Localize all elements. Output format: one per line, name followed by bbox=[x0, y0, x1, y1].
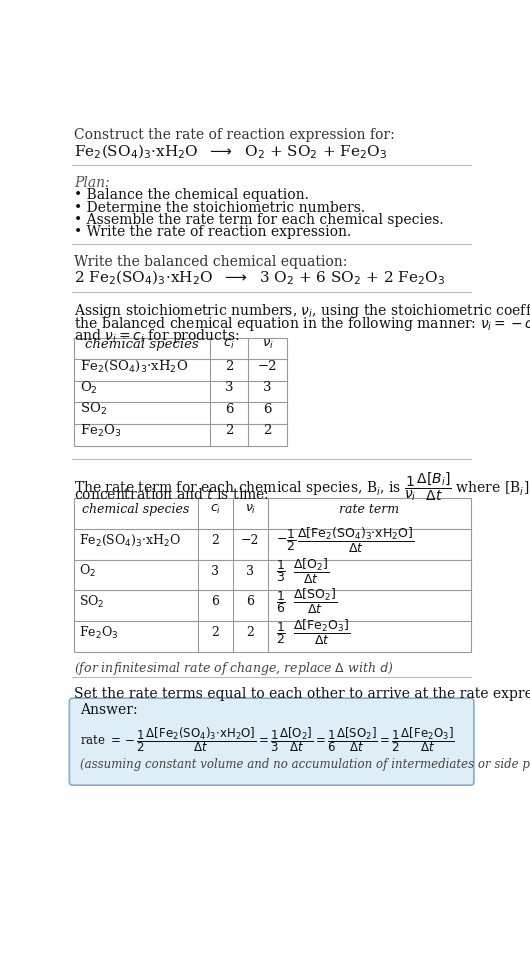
Text: −2: −2 bbox=[258, 360, 278, 372]
Text: chemical species: chemical species bbox=[82, 503, 190, 516]
Text: 2: 2 bbox=[263, 424, 272, 437]
Text: • Balance the chemical equation.: • Balance the chemical equation. bbox=[74, 188, 309, 203]
FancyBboxPatch shape bbox=[69, 698, 474, 785]
Text: 6: 6 bbox=[225, 403, 233, 416]
Text: 6: 6 bbox=[263, 403, 272, 416]
Text: Fe$_2$(SO$_4$)$_3$·xH$_2$O: Fe$_2$(SO$_4$)$_3$·xH$_2$O bbox=[78, 533, 181, 548]
Bar bbox=[74, 498, 471, 652]
Text: $\nu_i$: $\nu_i$ bbox=[262, 338, 273, 351]
Text: SO$_2$: SO$_2$ bbox=[78, 594, 104, 610]
Text: rate term: rate term bbox=[339, 503, 399, 516]
Text: The rate term for each chemical species, B$_i$, is $\dfrac{1}{\nu_i}\dfrac{\Delt: The rate term for each chemical species,… bbox=[74, 470, 530, 503]
Text: and $\nu_i = c_i$ for products:: and $\nu_i = c_i$ for products: bbox=[74, 327, 240, 345]
Text: • Assemble the rate term for each chemical species.: • Assemble the rate term for each chemic… bbox=[74, 213, 444, 227]
Text: Set the rate terms equal to each other to arrive at the rate expression:: Set the rate terms equal to each other t… bbox=[74, 687, 530, 702]
Text: concentration and $t$ is time:: concentration and $t$ is time: bbox=[74, 487, 269, 502]
Bar bbox=[74, 338, 287, 446]
Text: $\dfrac{1}{3}$: $\dfrac{1}{3}$ bbox=[276, 559, 286, 584]
Text: 3: 3 bbox=[246, 564, 254, 577]
Text: Fe$_2$O$_3$: Fe$_2$O$_3$ bbox=[80, 423, 122, 439]
Text: 3: 3 bbox=[263, 381, 272, 394]
Text: • Write the rate of reaction expression.: • Write the rate of reaction expression. bbox=[74, 225, 351, 239]
Text: Construct the rate of reaction expression for:: Construct the rate of reaction expressio… bbox=[74, 128, 395, 142]
Text: Plan:: Plan: bbox=[74, 176, 110, 190]
Text: 6: 6 bbox=[246, 596, 254, 609]
Text: $-\dfrac{1}{2}$: $-\dfrac{1}{2}$ bbox=[276, 527, 296, 554]
Text: $c_i$: $c_i$ bbox=[210, 503, 221, 516]
Text: O$_2$: O$_2$ bbox=[80, 380, 98, 396]
Text: (for infinitesimal rate of change, replace $\Delta$ with $d$): (for infinitesimal rate of change, repla… bbox=[74, 660, 393, 676]
Text: 3: 3 bbox=[211, 564, 219, 577]
Text: Write the balanced chemical equation:: Write the balanced chemical equation: bbox=[74, 255, 347, 269]
Text: 6: 6 bbox=[211, 596, 219, 609]
Text: $\nu_i$: $\nu_i$ bbox=[245, 503, 256, 516]
Text: rate $= -\dfrac{1}{2}\dfrac{\Delta[\mathrm{Fe_2(SO_4)_3{\cdot}xH_2O}]}{\Delta t}: rate $= -\dfrac{1}{2}\dfrac{\Delta[\math… bbox=[80, 725, 455, 755]
Text: Fe$_2$O$_3$: Fe$_2$O$_3$ bbox=[78, 624, 118, 641]
Text: • Determine the stoichiometric numbers.: • Determine the stoichiometric numbers. bbox=[74, 201, 365, 215]
Text: $\dfrac{1}{2}$: $\dfrac{1}{2}$ bbox=[276, 619, 286, 646]
Text: $\dfrac{\Delta[\mathrm{SO_2}]}{\Delta t}$: $\dfrac{\Delta[\mathrm{SO_2}]}{\Delta t}… bbox=[293, 587, 337, 616]
Text: SO$_2$: SO$_2$ bbox=[80, 402, 107, 417]
Text: 2: 2 bbox=[225, 424, 233, 437]
Text: (assuming constant volume and no accumulation of intermediates or side products): (assuming constant volume and no accumul… bbox=[80, 758, 530, 771]
Text: 3: 3 bbox=[225, 381, 233, 394]
Text: the balanced chemical equation in the following manner: $\nu_i = -c_i$ for react: the balanced chemical equation in the fo… bbox=[74, 315, 530, 333]
Text: 2 Fe$_2$(SO$_4$)$_3$·xH$_2$O  $\longrightarrow$  3 O$_2$ + 6 SO$_2$ + 2 Fe$_2$O$: 2 Fe$_2$(SO$_4$)$_3$·xH$_2$O $\longright… bbox=[74, 269, 445, 287]
Text: Fe$_2$(SO$_4$)$_3$·xH$_2$O: Fe$_2$(SO$_4$)$_3$·xH$_2$O bbox=[80, 359, 188, 374]
Text: Assign stoichiometric numbers, $\nu_i$, using the stoichiometric coefficients, $: Assign stoichiometric numbers, $\nu_i$, … bbox=[74, 303, 530, 320]
Text: Fe$_2$(SO$_4$)$_3$·xH$_2$O  $\longrightarrow$  O$_2$ + SO$_2$ + Fe$_2$O$_3$: Fe$_2$(SO$_4$)$_3$·xH$_2$O $\longrightar… bbox=[74, 142, 387, 161]
Text: 2: 2 bbox=[211, 534, 219, 547]
Text: Answer:: Answer: bbox=[80, 704, 138, 717]
Text: 2: 2 bbox=[211, 626, 219, 639]
Text: 2: 2 bbox=[246, 626, 254, 639]
Text: chemical species: chemical species bbox=[85, 338, 199, 351]
Text: −2: −2 bbox=[241, 534, 260, 547]
Text: $\dfrac{\Delta[\mathrm{Fe_2O_3}]}{\Delta t}$: $\dfrac{\Delta[\mathrm{Fe_2O_3}]}{\Delta… bbox=[293, 618, 350, 647]
Text: O$_2$: O$_2$ bbox=[78, 564, 95, 579]
Text: 2: 2 bbox=[225, 360, 233, 372]
Text: $\dfrac{1}{6}$: $\dfrac{1}{6}$ bbox=[276, 589, 286, 614]
Text: $\dfrac{\Delta[\mathrm{O_2}]}{\Delta t}$: $\dfrac{\Delta[\mathrm{O_2}]}{\Delta t}$ bbox=[293, 557, 329, 586]
Text: $c_i$: $c_i$ bbox=[223, 338, 235, 351]
Text: $\dfrac{\Delta[\mathrm{Fe_2(SO_4)_3{\cdot}xH_2O}]}{\Delta t}$: $\dfrac{\Delta[\mathrm{Fe_2(SO_4)_3{\cdo… bbox=[297, 526, 414, 555]
